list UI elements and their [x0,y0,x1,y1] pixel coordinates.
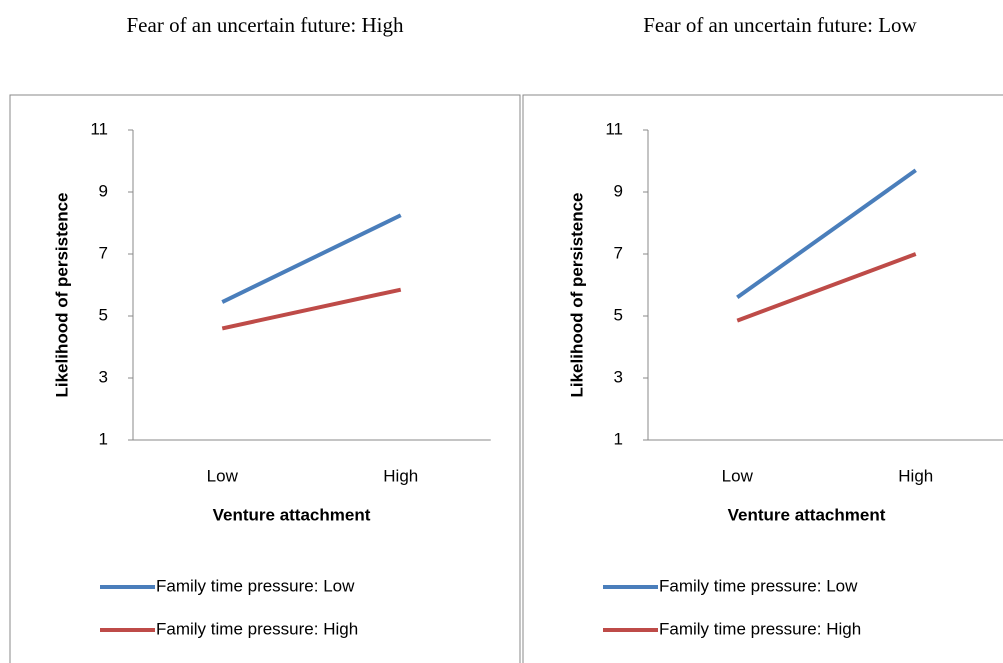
x-tick-label: High [898,466,933,485]
x-axis-label: Venture attachment [213,505,371,524]
x-tick-label: High [383,466,418,485]
chart-title: Fear of an uncertain future: Low [643,13,917,37]
x-tick-label: Low [722,466,754,485]
y-tick-label: 3 [614,367,623,386]
series-line [736,252,917,323]
series-line [221,287,402,331]
y-tick-label: 11 [605,119,623,138]
chart-frame [9,94,521,663]
y-tick-label: 9 [614,181,623,200]
x-tick-label: Low [207,466,239,485]
legend-label: Family time pressure: High [659,619,861,638]
x-axis-label: Venture attachment [728,505,886,524]
chart-title: Fear of an uncertain future: High [127,13,404,37]
y-axis-label: Likelihood of persistence [52,193,71,398]
chart-frame [522,94,1003,663]
legend-label: Family time pressure: High [156,619,358,638]
legend-label: Family time pressure: Low [156,576,355,595]
series-line [221,213,402,304]
y-tick-label: 7 [99,243,108,262]
series-line [736,168,917,300]
y-axis-label: Likelihood of persistence [567,193,586,398]
y-tick-label: 1 [99,429,108,448]
y-tick-label: 5 [614,305,623,324]
y-tick-label: 9 [99,181,108,200]
y-tick-label: 1 [614,429,623,448]
y-tick-label: 3 [99,367,108,386]
y-tick-label: 5 [99,305,108,324]
y-tick-label: 11 [90,119,108,138]
y-tick-label: 7 [614,243,623,262]
legend-label: Family time pressure: Low [659,576,858,595]
